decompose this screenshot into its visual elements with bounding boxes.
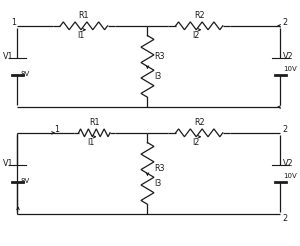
Text: R1: R1 xyxy=(89,118,100,127)
Text: R3: R3 xyxy=(154,52,164,61)
Text: 8V: 8V xyxy=(21,178,30,184)
Text: I1: I1 xyxy=(88,138,95,147)
Text: V1: V1 xyxy=(2,159,13,168)
Text: V2: V2 xyxy=(284,159,294,168)
Text: I3: I3 xyxy=(154,179,161,188)
Text: 2: 2 xyxy=(282,214,287,223)
Text: 10V: 10V xyxy=(284,66,297,72)
Text: R2: R2 xyxy=(194,11,205,20)
Text: R2: R2 xyxy=(194,118,205,127)
Text: I2: I2 xyxy=(193,31,200,40)
Text: R1: R1 xyxy=(79,11,89,20)
Text: I2: I2 xyxy=(193,138,200,147)
Text: 2: 2 xyxy=(282,125,287,134)
Text: V2: V2 xyxy=(284,52,294,61)
Text: 2: 2 xyxy=(282,18,287,27)
Text: R3: R3 xyxy=(154,164,164,173)
Text: 1: 1 xyxy=(54,125,59,134)
Text: I1: I1 xyxy=(77,31,85,40)
Text: V1: V1 xyxy=(2,52,13,61)
Text: 8V: 8V xyxy=(21,71,30,77)
Text: I3: I3 xyxy=(154,72,161,81)
Text: 10V: 10V xyxy=(284,173,297,179)
Text: 1: 1 xyxy=(11,18,16,27)
